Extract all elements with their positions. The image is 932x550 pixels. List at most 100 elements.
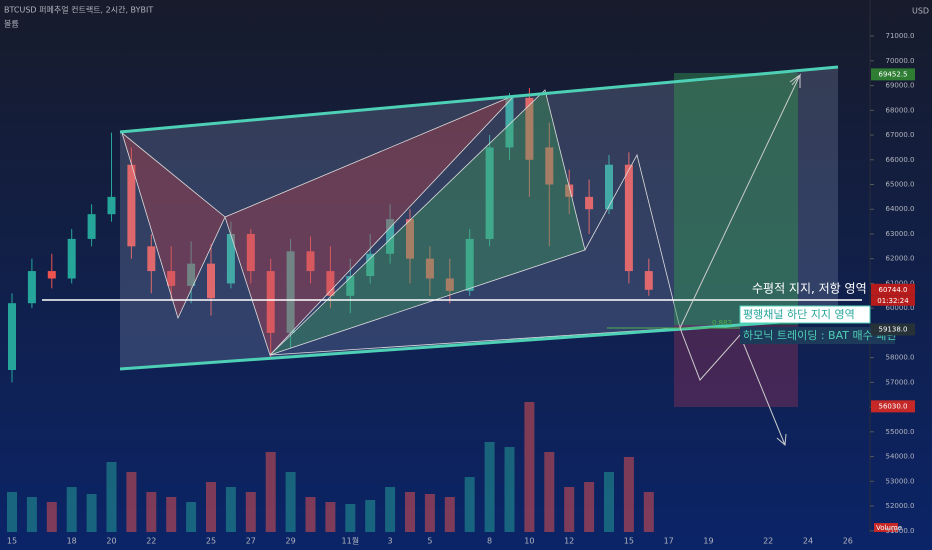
volume-bar bbox=[623, 457, 634, 532]
candle-body bbox=[525, 97, 534, 160]
candle-body bbox=[306, 251, 315, 272]
x-tick-label: 18 bbox=[67, 537, 77, 546]
currency: USD bbox=[912, 7, 929, 16]
y-tick-label: 69000.0 bbox=[886, 82, 915, 90]
volume-bar bbox=[126, 472, 137, 532]
volume-bar bbox=[305, 497, 316, 532]
volume-bar bbox=[385, 487, 396, 532]
y-tick-label: 62000.0 bbox=[886, 255, 915, 263]
x-tick-label: 24 bbox=[803, 537, 813, 546]
candle-body bbox=[8, 303, 16, 371]
countdown-box bbox=[871, 295, 915, 306]
candle-body bbox=[624, 164, 633, 272]
arrow-head bbox=[776, 433, 787, 447]
price-marker bbox=[871, 68, 915, 81]
y-tick-label: 64000.0 bbox=[886, 205, 915, 213]
candle-body bbox=[107, 196, 116, 215]
x-tick-label: 15 bbox=[624, 537, 634, 546]
y-tick-label: 58000.0 bbox=[886, 354, 915, 362]
x-tick-label: 19 bbox=[703, 537, 713, 546]
annotation: 수평적 지지, 저항 영역 bbox=[752, 282, 867, 296]
volume-bar bbox=[444, 497, 455, 532]
x-tick-label: 20 bbox=[106, 537, 116, 546]
price-marker-label: 69452.5 bbox=[879, 70, 908, 78]
volume-bar bbox=[643, 492, 654, 532]
volume-bar bbox=[186, 502, 197, 532]
candle-body bbox=[47, 271, 56, 279]
candle-body bbox=[445, 278, 454, 291]
volume-bar bbox=[424, 494, 435, 532]
channel-fill bbox=[120, 67, 838, 369]
annotation-box bbox=[740, 327, 895, 344]
x-tick-label: 17 bbox=[664, 537, 674, 546]
x-tick-label: 29 bbox=[286, 537, 296, 546]
candle-body bbox=[565, 184, 574, 197]
price-marker-label: 59138.0 bbox=[879, 325, 908, 333]
volume-bar bbox=[405, 492, 415, 532]
volume-bar bbox=[325, 502, 336, 532]
fib-label: 0.882 bbox=[712, 319, 732, 327]
volume-bar bbox=[504, 447, 515, 532]
candle-body bbox=[545, 147, 554, 185]
candle-body bbox=[605, 164, 613, 210]
volume-bar bbox=[544, 452, 555, 532]
candle-body bbox=[87, 214, 96, 239]
candle-body bbox=[406, 219, 414, 259]
volume-bar bbox=[166, 497, 177, 532]
channel-bottom bbox=[119, 316, 839, 371]
candle-body bbox=[167, 271, 176, 286]
annotation: 하모닉 트레이딩 : BAT 매수 패턴 bbox=[743, 328, 896, 342]
candle-body bbox=[67, 238, 76, 279]
x-tick-label: 25 bbox=[206, 537, 216, 546]
candle-body bbox=[266, 271, 275, 333]
annotation: 평행채널 하단 지지 영역 bbox=[743, 307, 855, 321]
candle-body bbox=[366, 253, 375, 277]
x-tick-label: 27 bbox=[246, 537, 256, 546]
candle-body bbox=[326, 271, 335, 296]
volume-bar bbox=[564, 487, 575, 532]
projection-down bbox=[679, 327, 786, 446]
price-marker-label: 56030.0 bbox=[879, 402, 908, 410]
pattern-red bbox=[121, 131, 226, 320]
volume-bar bbox=[285, 472, 296, 532]
volume-bar bbox=[245, 492, 256, 532]
volume-bar bbox=[7, 492, 17, 532]
candle-body bbox=[187, 263, 196, 286]
chart-title: BTCUSD 퍼페추얼 컨트랙트, 2시간, BYBIT bbox=[4, 5, 153, 15]
volume-bar bbox=[584, 482, 595, 532]
volume-bar bbox=[345, 504, 356, 532]
y-tick-label: 70000.0 bbox=[886, 57, 915, 65]
volume-bar bbox=[225, 487, 236, 532]
candle-body bbox=[226, 233, 235, 284]
volume-bar bbox=[265, 452, 276, 532]
x-tick-label: 5 bbox=[427, 537, 432, 546]
volume-bar bbox=[365, 500, 376, 532]
volume-bar bbox=[146, 492, 157, 532]
candle-body bbox=[505, 97, 514, 148]
volume-bar bbox=[66, 487, 77, 532]
volume-bar bbox=[86, 494, 97, 532]
candle-body bbox=[585, 196, 594, 210]
annotation-box bbox=[739, 305, 871, 324]
price-marker bbox=[871, 400, 915, 413]
x-tick-label: 10 bbox=[524, 537, 534, 546]
pattern-red bbox=[224, 94, 516, 356]
y-tick-label: 57000.0 bbox=[886, 378, 915, 386]
volume-bar bbox=[106, 462, 117, 532]
x-tick-label: 15 bbox=[7, 537, 17, 546]
y-tick-label: 71000.0 bbox=[886, 32, 915, 40]
long-profit-zone bbox=[674, 73, 798, 325]
countdown: 01:32:24 bbox=[877, 297, 909, 305]
volume-tag bbox=[874, 523, 898, 532]
y-tick-label: 67000.0 bbox=[886, 131, 915, 139]
candle-body bbox=[644, 271, 653, 290]
price-marker bbox=[871, 323, 915, 336]
arrow-head bbox=[791, 73, 801, 88]
volume-bar bbox=[206, 482, 216, 532]
volume-bar bbox=[524, 402, 535, 532]
y-tick-label: 55000.0 bbox=[886, 428, 915, 436]
x-tick-label: 26 bbox=[843, 537, 853, 546]
candle-body bbox=[147, 246, 156, 272]
y-tick-label: 63000.0 bbox=[886, 230, 915, 238]
